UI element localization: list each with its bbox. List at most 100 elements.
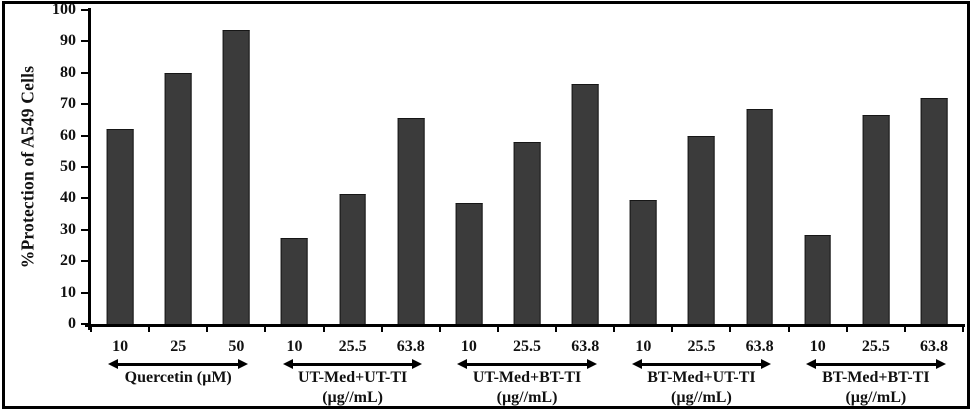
group-range-arrow — [282, 359, 423, 370]
x-tick-label: 25.5 — [513, 338, 542, 355]
arrow-right-icon — [412, 359, 423, 369]
bar — [106, 129, 134, 324]
y-tick-label: 90 — [60, 32, 76, 50]
x-tick-label: 10 — [635, 338, 652, 355]
x-tick-label: 25.5 — [338, 338, 367, 355]
group-range-arrow — [806, 359, 946, 370]
bar — [920, 97, 948, 324]
y-tick-label: 20 — [60, 252, 76, 270]
x-tick-label: 25 — [170, 338, 187, 355]
bar-slot — [556, 10, 614, 324]
y-tick-mark — [81, 71, 88, 74]
bar — [862, 115, 890, 324]
y-tick-label: 60 — [60, 126, 76, 144]
y-tick-mark — [81, 103, 88, 106]
y-tick-mark — [81, 134, 88, 137]
x-tick-label: 63.8 — [396, 338, 425, 355]
y-tick-label: 100 — [52, 1, 76, 18]
arrow-left-icon — [282, 359, 293, 369]
group-range-arrow — [108, 359, 248, 370]
bar — [455, 203, 483, 324]
y-tick-label: 80 — [60, 63, 76, 81]
bar-slot — [614, 10, 672, 324]
group-title: UT-Med+UT-TI — [297, 369, 408, 386]
x-tick-label: 63.8 — [920, 338, 949, 355]
x-tick-label: 10 — [112, 338, 129, 355]
bar-slot — [847, 10, 905, 324]
bar — [688, 135, 715, 324]
x-axis-line — [85, 324, 965, 327]
treatment-group-label: BT-Med+UT-TI (µg//mL) — [614, 359, 788, 407]
group-title: BT-Med+UT-TI — [647, 369, 756, 386]
bar-slot — [905, 10, 963, 324]
group-unit-label: (µg//mL) — [322, 388, 383, 406]
arrow-line — [289, 363, 416, 366]
x-tick-mark — [962, 327, 964, 332]
x-tick-label: 10 — [286, 338, 303, 355]
bar — [281, 237, 308, 324]
x-tick-label: 50 — [228, 338, 245, 355]
x-tick-label: 10 — [460, 338, 477, 355]
x-tick-mark — [555, 327, 558, 332]
arrow-line — [464, 363, 590, 366]
category-labels-row: 10 25 50 10 25.5 63.8 10 25.5 63.8 10 25.5 63.8 10 25… — [91, 338, 963, 356]
y-tick-mark — [81, 260, 88, 263]
arrow-line — [638, 363, 765, 366]
x-tick-mark — [903, 327, 906, 332]
y-axis-line — [88, 8, 91, 330]
bar — [571, 83, 599, 324]
x-tick-mark — [845, 327, 848, 332]
y-tick-label: 50 — [60, 158, 76, 175]
x-tick-label: 63.8 — [571, 338, 600, 355]
x-tick-mark — [380, 327, 383, 332]
treatment-group-label: UT-Med+UT-TI (µg//mL) — [265, 359, 439, 407]
y-tick-mark — [81, 40, 88, 43]
bar-slot — [324, 10, 382, 324]
x-tick-label: 63.8 — [745, 338, 774, 355]
group-title: UT-Med+BT-TI — [472, 369, 582, 386]
bars-container — [91, 10, 963, 324]
bar — [397, 118, 425, 324]
bar — [629, 199, 657, 324]
x-tick-label: 25.5 — [687, 338, 716, 355]
y-tick-label: 70 — [60, 95, 76, 113]
bar — [339, 193, 366, 324]
group-title: BT-Med+BT-TI — [822, 369, 930, 386]
y-tick-mark — [81, 228, 88, 231]
arrow-right-icon — [237, 359, 248, 369]
x-tick-mark — [322, 327, 325, 332]
bar-slot — [382, 10, 440, 324]
x-tick-mark — [90, 327, 92, 332]
x-tick-label: 25.5 — [861, 338, 890, 355]
arrow-left-icon — [108, 359, 119, 369]
x-tick-mark — [787, 327, 790, 332]
x-tick-mark — [671, 327, 674, 332]
x-tick-label: 10 — [809, 338, 826, 355]
y-tick-mark — [81, 291, 88, 294]
treatment-group-label: UT-Med+BT-TI (µg//mL) — [440, 359, 614, 407]
arrow-line — [115, 363, 241, 366]
y-tick-label: 0 — [68, 315, 76, 332]
bar-slot — [498, 10, 556, 324]
group-unit-label: (µg//mL) — [496, 388, 558, 406]
arrow-left-icon — [631, 359, 642, 369]
x-tick-mark — [438, 327, 441, 332]
y-tick-mark — [81, 166, 88, 168]
arrow-line — [813, 363, 939, 366]
bar — [746, 108, 773, 324]
treatment-group-label: Quercetin (µM) — [91, 359, 265, 407]
bar-slot — [265, 10, 323, 324]
bar — [164, 72, 192, 324]
group-unit-label: (µg//mL) — [671, 388, 732, 406]
x-tick-mark — [613, 327, 616, 332]
y-tick-label: 10 — [60, 283, 76, 301]
x-tick-mark — [729, 327, 732, 332]
bar-slot — [440, 10, 498, 324]
y-tick-mark — [81, 323, 88, 325]
x-axis-tick-marks — [90, 327, 964, 332]
arrow-left-icon — [806, 359, 817, 369]
x-tick-mark — [496, 327, 499, 332]
bar — [804, 234, 832, 324]
x-tick-mark — [206, 327, 209, 332]
